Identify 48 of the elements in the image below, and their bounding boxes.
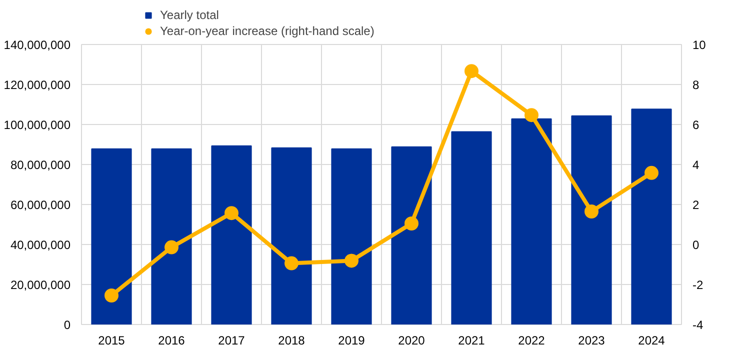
point <box>164 240 178 254</box>
y2-tick-label: -2 <box>692 278 704 292</box>
point <box>584 204 598 218</box>
x-tick-label: 2015 <box>98 334 126 348</box>
y-tick-label: 40,000,000 <box>10 238 71 252</box>
bar <box>331 148 372 324</box>
y-tick-label: 120,000,000 <box>4 78 71 92</box>
y2-tick-label: 2 <box>692 198 700 212</box>
y2-tick-label: 4 <box>692 158 700 172</box>
y2-tick-label: -4 <box>692 318 704 332</box>
x-tick-label: 2022 <box>518 334 546 348</box>
x-tick-label: 2023 <box>578 334 606 348</box>
bar <box>151 148 192 324</box>
y2-tick-label: 8 <box>692 78 700 92</box>
bar <box>451 131 492 324</box>
bar <box>271 147 312 324</box>
legend-label: Yearly total <box>160 8 219 22</box>
legend-label: Year-on-year increase (right-hand scale) <box>160 24 374 38</box>
y-tick-label: 140,000,000 <box>4 38 71 52</box>
bar <box>211 145 252 324</box>
point <box>104 288 118 302</box>
x-tick-label: 2019 <box>338 334 366 348</box>
point <box>224 206 238 220</box>
x-tick-label: 2017 <box>218 334 246 348</box>
bar <box>631 108 672 324</box>
point <box>344 254 358 268</box>
point <box>464 64 478 78</box>
x-tick-label: 2024 <box>638 334 666 348</box>
y-tick-label: 20,000,000 <box>10 278 71 292</box>
x-tick-label: 2020 <box>398 334 426 348</box>
y-tick-label: 0 <box>64 318 71 332</box>
y-tick-label: 60,000,000 <box>10 198 71 212</box>
point <box>524 108 538 122</box>
x-tick-label: 2018 <box>278 334 306 348</box>
y-tick-label: 80,000,000 <box>10 158 71 172</box>
bar <box>91 148 132 324</box>
x-tick-label: 2021 <box>458 334 486 348</box>
point <box>644 166 658 180</box>
bar <box>571 115 612 324</box>
y2-tick-label: 6 <box>692 118 700 132</box>
bar <box>511 118 552 324</box>
y2-tick-label: 0 <box>692 238 700 252</box>
point <box>284 256 298 270</box>
y2-tick-label: 10 <box>692 38 706 52</box>
bar <box>391 146 432 324</box>
y-tick-label: 100,000,000 <box>4 118 71 132</box>
point <box>404 216 418 230</box>
x-tick-label: 2016 <box>158 334 186 348</box>
